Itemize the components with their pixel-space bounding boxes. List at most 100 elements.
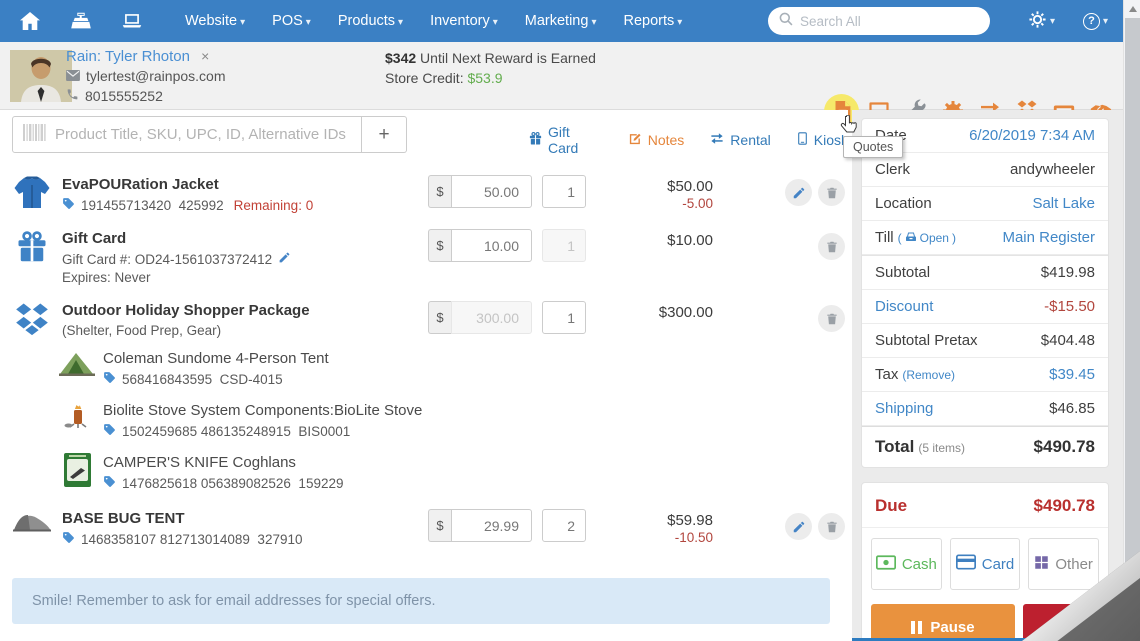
customer-name-link[interactable]: Tyler Rhoton <box>104 48 190 65</box>
chevron-down-icon: ▾ <box>1049 15 1055 27</box>
cart-item-row: EvaPOURation Jacket 191455713420 425992 … <box>12 168 845 222</box>
gift-card-link[interactable]: Gift Card <box>528 124 603 156</box>
till-open-link[interactable]: Open <box>898 231 956 245</box>
total-item-count: (5 items) <box>918 441 966 455</box>
tax-remove-link[interactable]: (Remove) <box>902 368 956 382</box>
reward-amount: $342 <box>385 50 417 66</box>
product-image-bug-tent <box>12 509 52 533</box>
product-scan-field <box>12 116 362 153</box>
totals-row-subtotal: Subtotal $419.98 <box>862 255 1108 290</box>
vertical-scrollbar[interactable] <box>1123 0 1140 641</box>
item-discount: -10.50 <box>674 530 713 545</box>
shipping-link[interactable]: Shipping <box>875 400 934 417</box>
tag-icon <box>103 423 116 439</box>
gift-card-number: Gift Card #: OD24-1561037372412 <box>62 251 273 267</box>
remaining-warning: Remaining: 0 <box>233 197 314 213</box>
envelope-icon <box>66 67 80 86</box>
tag-icon <box>103 475 116 491</box>
home-icon[interactable] <box>18 9 42 33</box>
item-name: BASE BUG TENT <box>62 510 185 527</box>
date-link[interactable]: 6/20/2019 7:34 AM <box>969 127 1095 144</box>
currency-addon: $ <box>428 229 451 262</box>
product-search-input[interactable] <box>55 126 351 143</box>
register-icon[interactable] <box>69 9 93 33</box>
global-search <box>768 7 990 35</box>
gift-icon <box>528 131 543 149</box>
rental-exchange-icon <box>709 131 725 149</box>
drawer-icon <box>905 231 917 245</box>
quotes-tooltip: Quotes <box>843 136 904 158</box>
currency-addon: $ <box>428 301 451 334</box>
notes-icon <box>628 131 643 149</box>
delete-item-button[interactable] <box>818 233 845 260</box>
item-qty-input <box>542 229 586 262</box>
price-field: $ <box>428 229 532 262</box>
remove-customer-icon[interactable]: × <box>201 48 210 64</box>
item-qty-input[interactable] <box>542 301 586 334</box>
package-child-row: Coleman Sundome 4-Person Tent 5684168435… <box>58 343 845 395</box>
credit-card-icon <box>955 554 976 574</box>
cart-area: + Gift Card Notes Rental Kiosk <box>0 110 848 641</box>
menu-inventory[interactable]: Inventory ▾ <box>430 13 498 29</box>
product-image-package <box>12 301 52 341</box>
delete-item-button[interactable] <box>818 179 845 206</box>
discount-link[interactable]: Discount <box>875 298 934 315</box>
till-register-link[interactable]: Main Register <box>1002 229 1095 246</box>
menu-marketing[interactable]: Marketing ▾ <box>524 13 597 29</box>
item-qty-input[interactable] <box>542 509 586 542</box>
clerk-value: andywheeler <box>1009 161 1095 178</box>
tag-icon <box>103 371 116 387</box>
rental-link[interactable]: Rental <box>709 131 771 149</box>
price-field: $ <box>428 175 532 208</box>
info-row-clerk: Clerk andywheeler <box>862 153 1108 187</box>
cart-item-row: BASE BUG TENT 1468358107 812713014089 32… <box>12 499 845 556</box>
edit-item-button[interactable] <box>785 513 812 540</box>
notes-link[interactable]: Notes <box>628 131 684 149</box>
tax-value-link[interactable]: $39.45 <box>1049 366 1095 383</box>
currency-addon: $ <box>428 175 451 208</box>
pause-button[interactable]: Pause <box>871 604 1015 641</box>
location-link[interactable]: Salt Lake <box>1032 195 1095 212</box>
menu-products[interactable]: Products ▾ <box>337 13 404 29</box>
laptop-icon[interactable] <box>120 9 144 33</box>
barcode-icon <box>23 123 47 146</box>
tag-icon <box>62 197 75 213</box>
scrollbar-thumb[interactable] <box>1125 18 1140 598</box>
item-codes: 1468358107 812713014089 327910 <box>81 531 303 547</box>
item-codes: 568416843595 CSD-4015 <box>122 371 283 387</box>
item-total: $10.00 <box>667 232 713 249</box>
due-value: $490.78 <box>1033 496 1095 515</box>
bottom-edge <box>852 638 1123 641</box>
totals-row-tax: Tax (Remove) $39.45 <box>862 358 1108 392</box>
item-name: Coleman Sundome 4-Person Tent <box>103 350 329 367</box>
menu-reports[interactable]: Reports ▾ <box>623 13 683 29</box>
pause-icon <box>911 621 923 634</box>
scrollbar-up-arrow[interactable] <box>1124 0 1140 17</box>
settings-menu[interactable]: ▾ <box>1028 10 1055 33</box>
menu-pos[interactable]: POS ▾ <box>272 13 311 29</box>
card-payment-button[interactable]: Card <box>949 538 1021 590</box>
item-price-input[interactable] <box>451 175 532 208</box>
search-input[interactable] <box>800 13 980 29</box>
kiosk-link[interactable]: Kiosk <box>796 131 848 149</box>
cart-item-row: Gift Card Gift Card #: OD24-156103737241… <box>12 222 845 294</box>
gear-icon <box>1028 10 1047 33</box>
void-button[interactable] <box>1023 604 1099 641</box>
item-name: Gift Card <box>62 230 127 247</box>
delete-item-button[interactable] <box>818 513 845 540</box>
item-price-input[interactable] <box>451 229 532 262</box>
help-menu[interactable]: ? ▾ <box>1082 12 1108 30</box>
item-price-input[interactable] <box>451 509 532 542</box>
menu-website[interactable]: Website ▾ <box>185 13 246 29</box>
edit-gift-card-icon[interactable] <box>278 251 291 267</box>
item-price-input <box>451 301 532 334</box>
product-image-gift <box>12 229 52 265</box>
item-qty-input[interactable] <box>542 175 586 208</box>
delete-item-button[interactable] <box>818 305 845 332</box>
edit-item-button[interactable] <box>785 179 812 206</box>
phone-icon <box>66 87 79 106</box>
add-product-button[interactable]: + <box>362 116 407 153</box>
cash-payment-button[interactable]: Cash <box>871 538 942 590</box>
other-payment-button[interactable]: Other <box>1028 538 1099 590</box>
store-credit-label: Store Credit: <box>385 70 464 86</box>
